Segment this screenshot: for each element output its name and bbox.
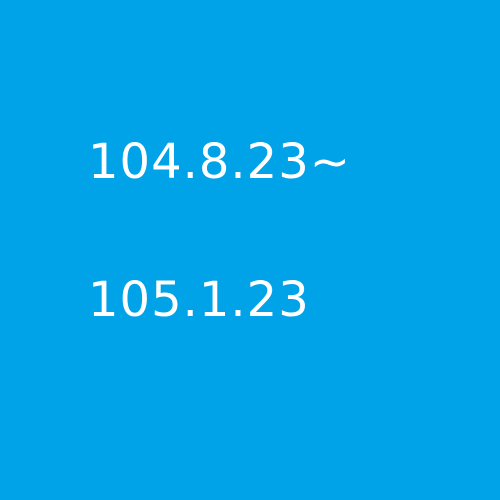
- end-date-text: 105.1.23: [88, 272, 310, 328]
- start-date-text: 104.8.23~: [88, 134, 351, 190]
